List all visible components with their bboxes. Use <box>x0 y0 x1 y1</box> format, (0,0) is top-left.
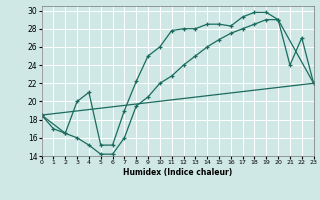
X-axis label: Humidex (Indice chaleur): Humidex (Indice chaleur) <box>123 168 232 177</box>
